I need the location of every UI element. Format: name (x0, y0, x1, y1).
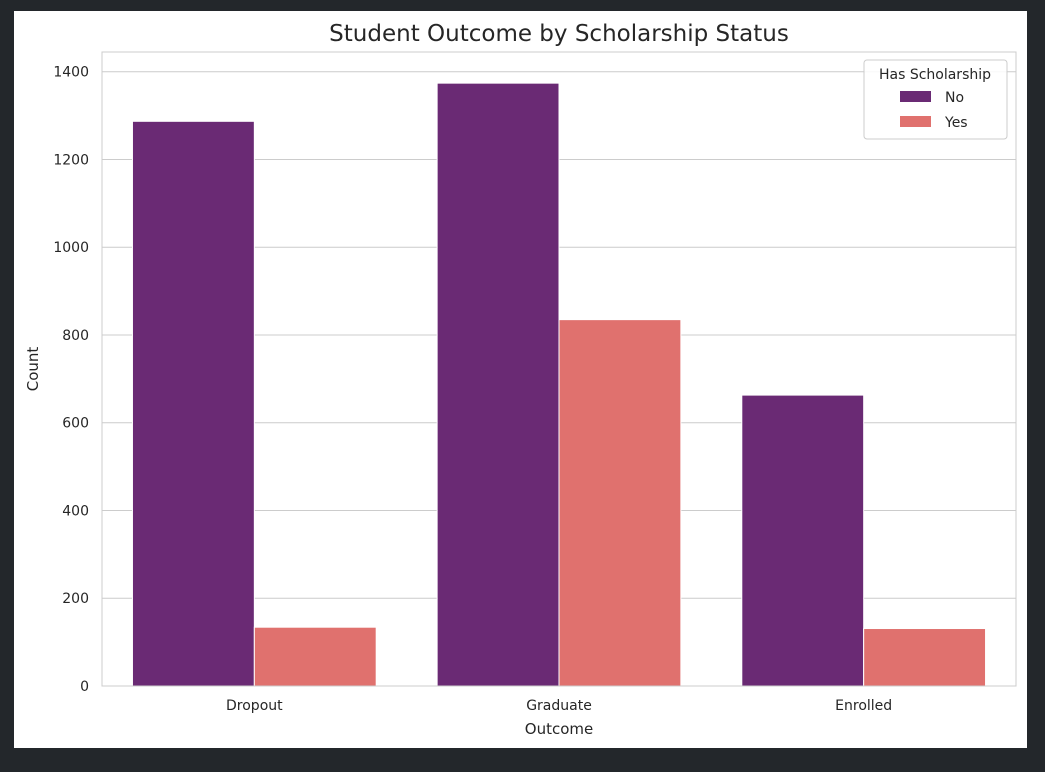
bar-dropout-no (131, 120, 255, 687)
x-tick-label: Enrolled (835, 698, 892, 714)
y-tick-label: 200 (62, 591, 89, 607)
chart-title: Student Outcome by Scholarship Status (329, 21, 789, 47)
y-tick-labels: 0 200 400 600 800 1000 1200 1400 (53, 65, 89, 695)
legend-title: Has Scholarship (879, 67, 991, 83)
x-tick-label: Dropout (226, 698, 283, 714)
chart-svg: Student Outcome by Scholarship Status 0 2… (24, 21, 1017, 738)
y-tick-label: 400 (62, 503, 89, 519)
x-axis-label: Outcome (525, 720, 593, 738)
bar-enrolled-no (741, 394, 865, 687)
legend-label-yes: Yes (944, 115, 968, 131)
x-tick-label: Graduate (526, 698, 592, 714)
y-tick-label: 600 (62, 416, 89, 432)
y-tick-label: 800 (62, 328, 89, 344)
y-tick-label: 1400 (53, 65, 89, 81)
legend-box (863, 59, 1008, 140)
legend-swatch-yes (900, 116, 931, 127)
legend-label-no: No (945, 90, 964, 106)
plot-frame (101, 51, 1017, 687)
y-axis-label: Count (24, 347, 42, 392)
bar-graduate-no (436, 82, 560, 687)
bars (131, 82, 987, 687)
legend-swatch-no (900, 91, 931, 102)
bar-enrolled-yes (863, 628, 987, 687)
y-tick-label: 0 (80, 679, 89, 695)
chart-figure: Student Outcome by Scholarship Status 0 2… (14, 11, 1027, 748)
y-tick-label: 1000 (53, 240, 89, 256)
bar-dropout-yes (253, 626, 377, 687)
bar-graduate-yes (558, 319, 682, 687)
x-tick-labels: Dropout Graduate Enrolled (226, 698, 892, 714)
y-tick-label: 1200 (53, 152, 89, 168)
legend: Has Scholarship No Yes (863, 59, 1008, 140)
